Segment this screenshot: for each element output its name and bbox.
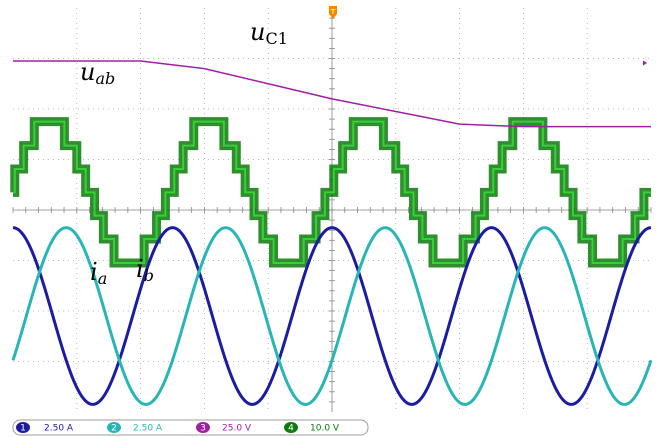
channel-status-bar: 1 2.50 A 2 2.50 A 3 25.0 V 4 10.0 V (12, 419, 369, 436)
channel-2-readout[interactable]: 2 2.50 A (107, 422, 163, 434)
uc1-label: uC1 (250, 18, 288, 48)
uab-trace-highlight (13, 120, 651, 265)
channel-2-scale: 2.50 A (133, 424, 163, 434)
channel-4-readout[interactable]: 4 10.0 V (284, 422, 340, 434)
waveform-traces (10, 60, 653, 406)
channel-4-number: 4 (288, 424, 294, 434)
ib-trace (11, 226, 653, 406)
channel-3-readout[interactable]: 3 25.0 V (196, 422, 252, 434)
channel-3-number: 3 (200, 424, 206, 434)
channel-1-scale: 2.50 A (44, 424, 74, 434)
channel-1-number: 1 (20, 424, 26, 434)
channel-1-readout[interactable]: 1 2.50 A (16, 422, 74, 434)
channel-2-number: 2 (111, 424, 117, 434)
uc1-trace (13, 60, 651, 128)
ia-label: ia (90, 258, 107, 288)
channel-3-scale: 25.0 V (222, 424, 252, 434)
channel-4-scale: 10.0 V (310, 424, 340, 434)
ib-label: ib (136, 255, 154, 285)
uc1-level-marker (643, 60, 647, 66)
trigger-position-marker: T (329, 6, 337, 19)
uab-label: uab (80, 58, 115, 88)
trigger-marker-text: T (330, 8, 336, 16)
